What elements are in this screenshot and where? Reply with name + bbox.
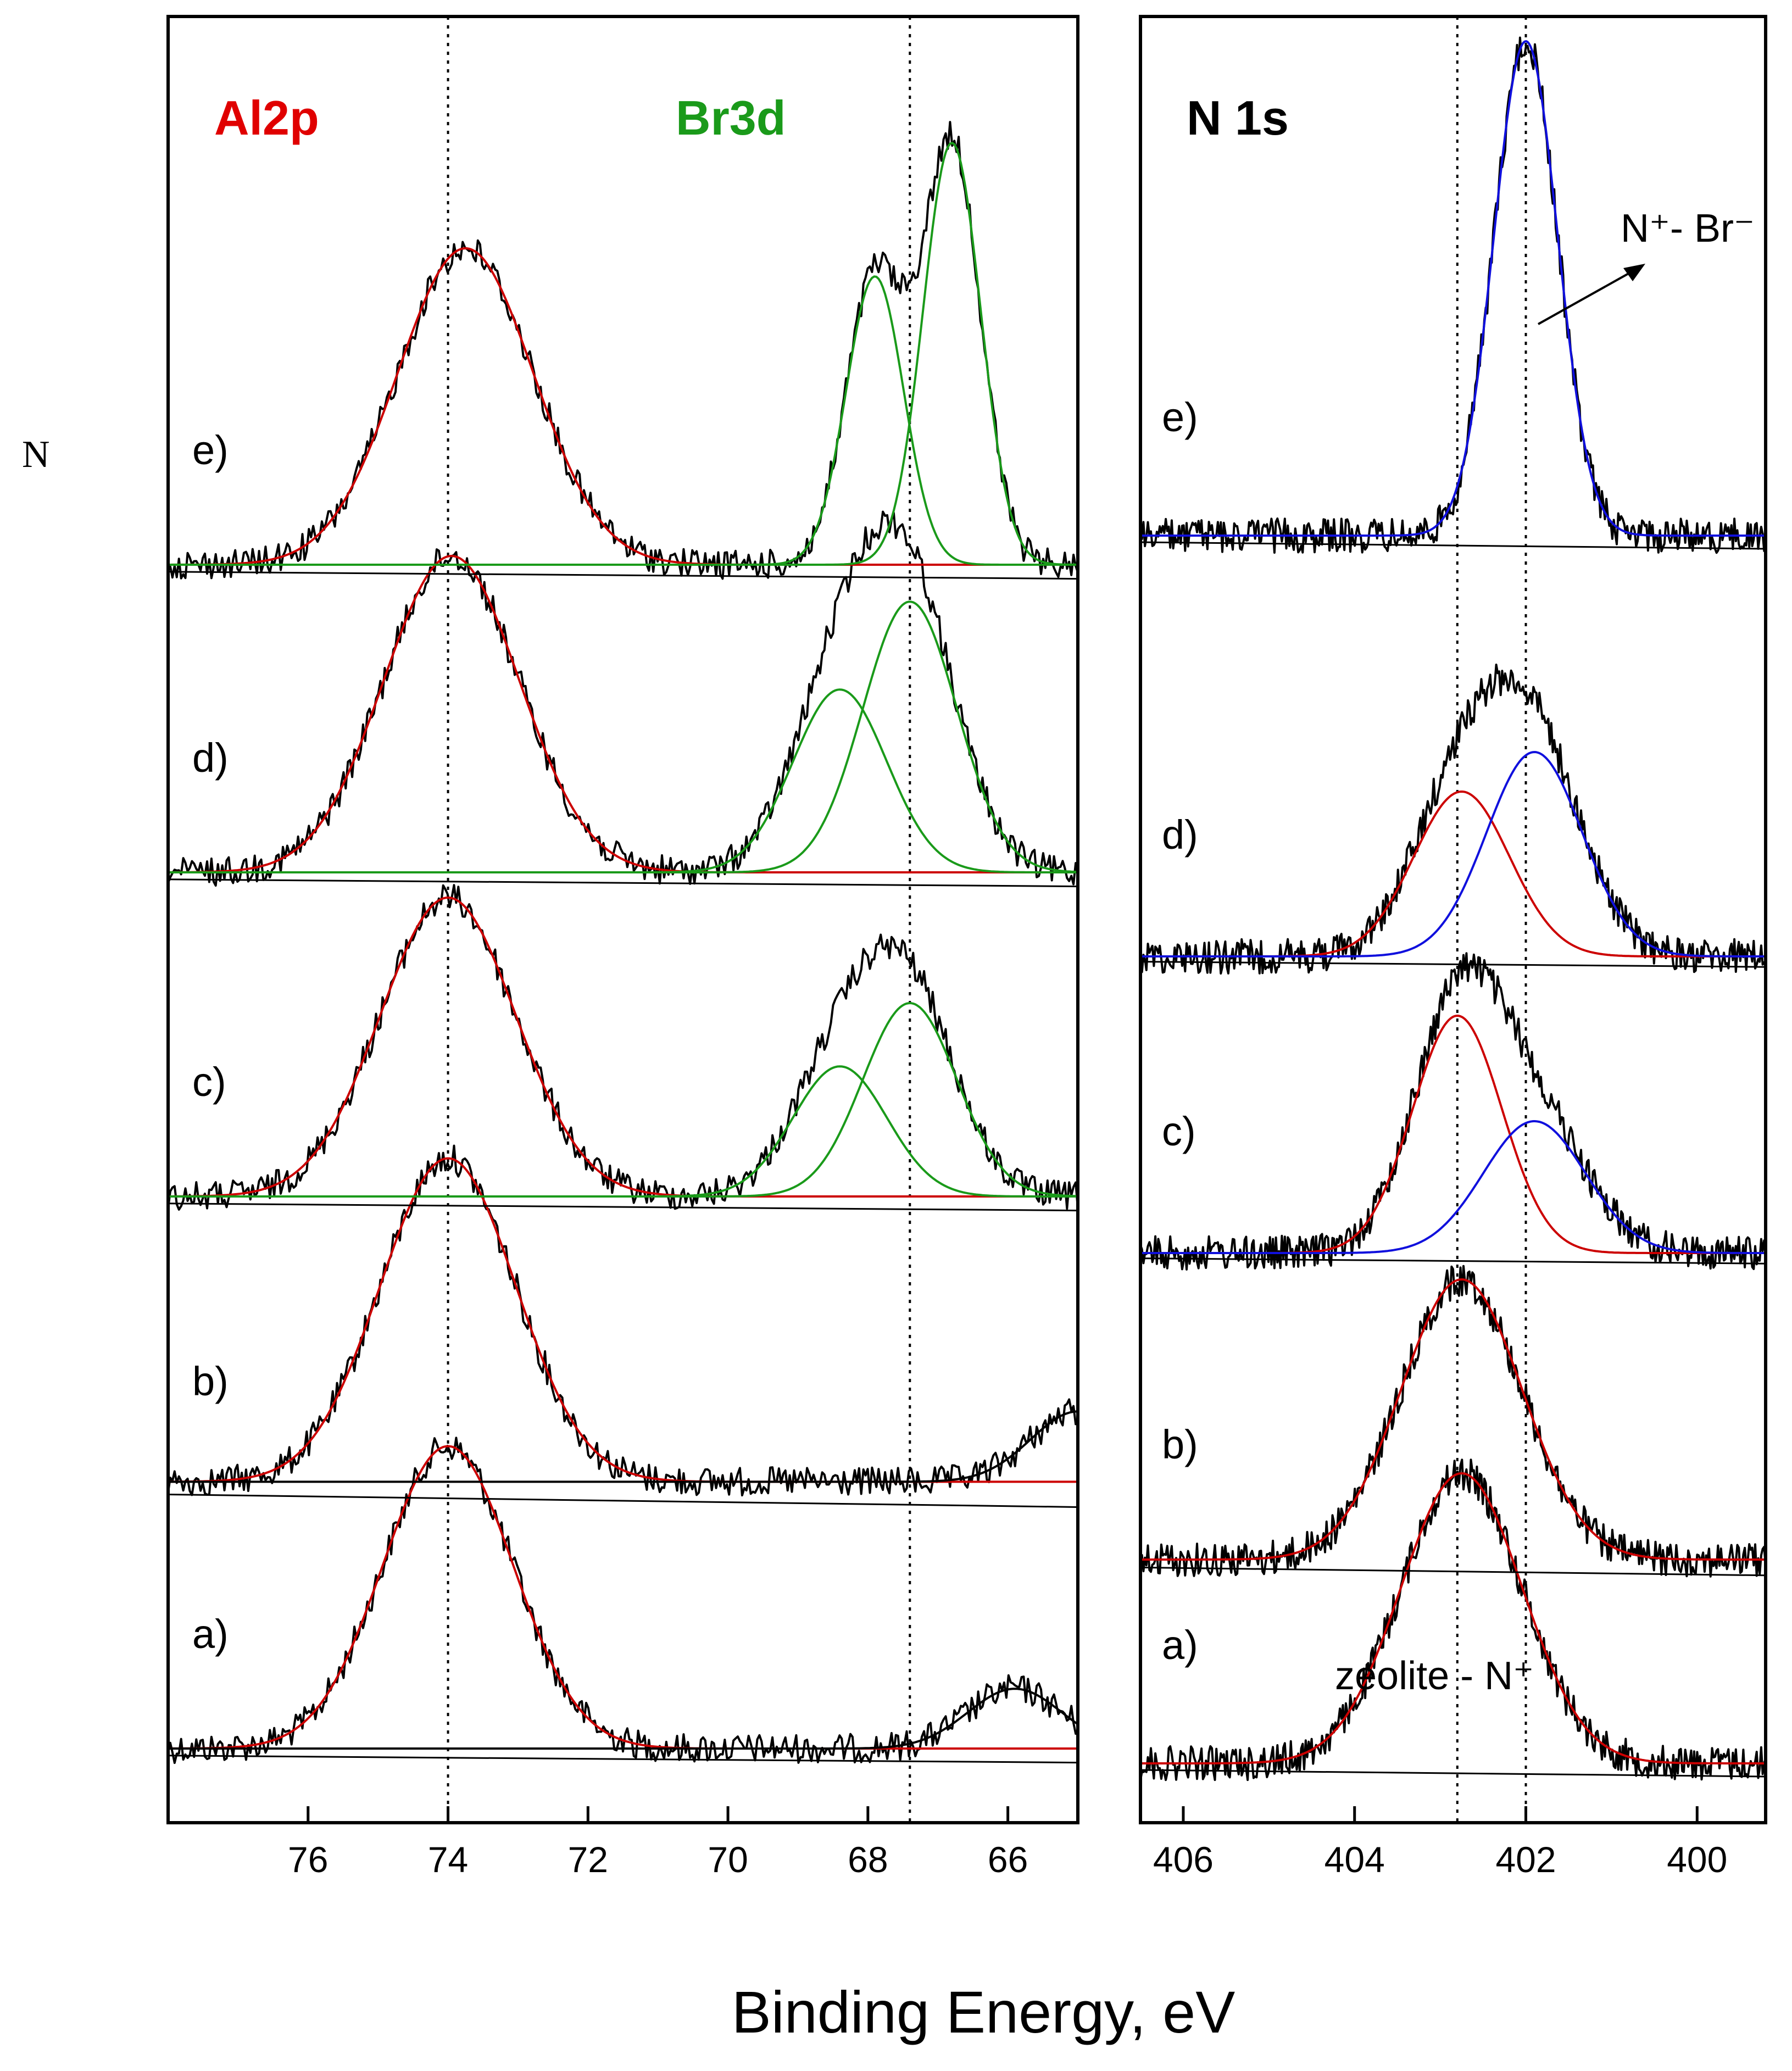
x-tick-label-1: 74 (428, 1839, 468, 1880)
x-tick-label-2: 402 (1495, 1839, 1556, 1880)
trace-3-component-2 (168, 688, 1078, 873)
trace-baseline-4 (1140, 541, 1766, 550)
trace-baseline-0 (1140, 1769, 1766, 1778)
trace-baseline-1 (168, 1493, 1078, 1508)
trace-raw-0 (168, 1437, 1078, 1764)
trace-baseline-1 (1140, 1566, 1766, 1577)
trace-2-component-2 (168, 1065, 1078, 1198)
annotation-zeolite: zeolite - N⁺ (1335, 1654, 1534, 1698)
trace-label-1: b) (192, 1359, 229, 1404)
trace-baseline-2 (1140, 1257, 1766, 1265)
trace-3-component-1 (1140, 751, 1766, 957)
trace-2-component-1 (1140, 1120, 1766, 1254)
trace-raw-2 (168, 884, 1078, 1211)
trace-1-component-1 (168, 1410, 1078, 1483)
left-x-axis: 76 74 72 70 68 66 (288, 1806, 1028, 1880)
annotation-n-br: N⁺- Br⁻ (1621, 207, 1755, 250)
trace-label-4: e) (1162, 394, 1198, 440)
x-tick-label-3: 70 (708, 1839, 748, 1880)
heading-n1s: N 1s (1187, 91, 1289, 145)
trace-raw-3 (168, 510, 1078, 887)
trace-4-component-0 (168, 247, 1078, 566)
trace-baseline-2 (168, 1202, 1078, 1212)
panel-left: Al2p Br3d 76 74 72 70 68 66 a) b) c) d) e) (166, 15, 1079, 1880)
left-panel-frame (166, 15, 1079, 1824)
trace-3-component-0 (168, 555, 1078, 873)
trace-0-component-1 (168, 1688, 1078, 1750)
right-panel-frame (1139, 15, 1767, 1824)
annotation-arrow (1538, 269, 1635, 325)
annotation-arrow-head (1623, 264, 1645, 281)
x-tick-label-1: 404 (1324, 1839, 1385, 1880)
x-tick-label-3: 400 (1667, 1839, 1727, 1880)
trace-baseline-3 (1140, 961, 1766, 968)
trace-raw-1 (1140, 1265, 1766, 1578)
trace-raw-0 (1140, 1458, 1766, 1781)
x-tick-label-0: 76 (288, 1839, 328, 1880)
trace-4-component-1 (168, 142, 1078, 566)
right-plot-area (1140, 16, 1766, 1823)
y-axis-label: N (22, 433, 50, 476)
trace-label-4: e) (192, 427, 229, 473)
x-tick-label-4: 68 (848, 1839, 888, 1880)
trace-1-component-0 (1140, 1278, 1766, 1561)
trace-4-component-2 (168, 275, 1078, 566)
panel-right: N 1s N⁺- Br⁻ zeolite - N⁺ 406 404 402 400 a… (1139, 15, 1767, 1880)
trace-raw-2 (1140, 952, 1766, 1271)
trace-2-component-0 (168, 897, 1078, 1198)
trace-raw-1 (168, 1144, 1078, 1497)
trace-4-component-0 (1140, 40, 1766, 537)
trace-0-component-0 (1140, 1472, 1766, 1764)
right-x-axis: 406 404 402 400 (1153, 1806, 1727, 1880)
trace-label-3: d) (1162, 812, 1198, 858)
trace-0-component-0 (168, 1445, 1078, 1750)
trace-baseline-0 (168, 1755, 1078, 1764)
heading-br3d: Br3d (676, 91, 786, 145)
trace-label-2: c) (1162, 1109, 1196, 1154)
trace-raw-3 (1140, 664, 1766, 975)
x-tick-label-2: 72 (568, 1839, 608, 1880)
trace-label-0: a) (1162, 1622, 1198, 1668)
trace-label-3: d) (192, 735, 229, 781)
trace-baseline-3 (168, 878, 1078, 888)
trace-baseline-4 (168, 571, 1078, 580)
trace-3-component-0 (1140, 790, 1766, 957)
left-plot-area (168, 16, 1078, 1823)
trace-label-1: b) (1162, 1422, 1198, 1467)
heading-al2p: Al2p (214, 91, 319, 145)
trace-label-2: c) (192, 1059, 226, 1105)
x-tick-label-0: 406 (1153, 1839, 1214, 1880)
x-tick-label-5: 66 (988, 1839, 1028, 1880)
trace-label-0: a) (192, 1611, 229, 1657)
trace-raw-4 (168, 121, 1078, 580)
x-axis-title: Binding Energy, eV (732, 1979, 1236, 2045)
